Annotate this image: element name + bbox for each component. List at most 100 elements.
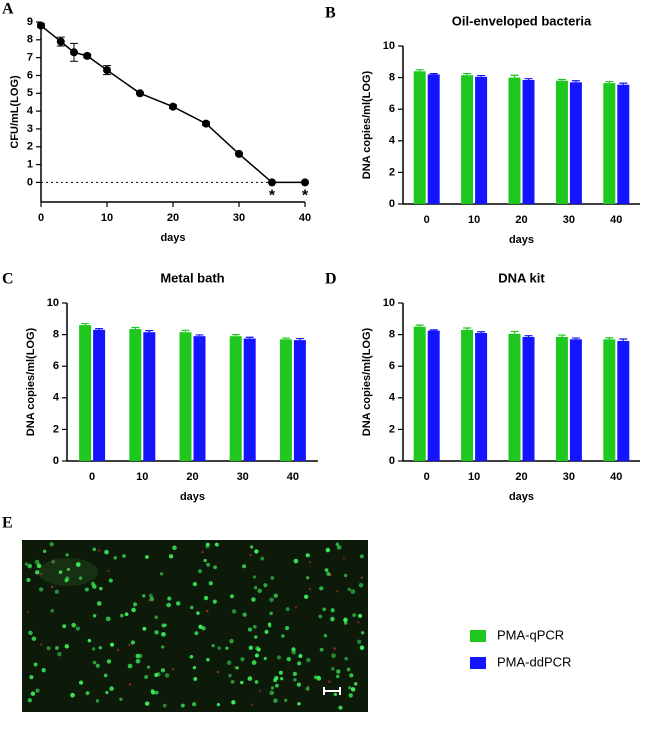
cell xyxy=(359,554,364,559)
cell xyxy=(343,621,348,625)
cell xyxy=(144,674,149,679)
cell xyxy=(279,677,284,681)
error-bar xyxy=(415,69,424,72)
cell xyxy=(263,583,268,588)
y-tick-label: 4 xyxy=(389,392,396,404)
cell xyxy=(358,613,363,618)
cell xyxy=(333,647,336,650)
cell xyxy=(107,569,110,573)
cell xyxy=(29,675,34,680)
bar xyxy=(603,339,616,461)
cell xyxy=(305,553,310,558)
x-tick-label: 10 xyxy=(101,212,113,224)
cell xyxy=(350,589,356,595)
cell xyxy=(256,647,261,652)
y-axis-label: DNA copies/ml(LOG) xyxy=(361,70,373,179)
bar xyxy=(508,333,521,461)
cell xyxy=(308,587,312,591)
cell xyxy=(142,594,146,598)
cell xyxy=(306,576,310,580)
y-tick-label: 6 xyxy=(389,103,395,115)
error-bar xyxy=(571,80,580,83)
y-tick-label: 6 xyxy=(27,69,33,81)
cell xyxy=(346,667,351,672)
x-tick-label: 30 xyxy=(233,212,245,224)
cell xyxy=(35,570,40,575)
cell xyxy=(258,690,262,693)
cell xyxy=(130,640,135,645)
cell xyxy=(146,665,151,669)
cell xyxy=(297,702,301,706)
annotation: * xyxy=(302,188,309,205)
bar xyxy=(475,333,488,461)
cell xyxy=(303,594,309,599)
cell xyxy=(40,643,43,646)
cell xyxy=(35,688,40,693)
cell xyxy=(175,601,181,606)
cell xyxy=(201,626,206,631)
y-axis-label: DNA copies/ml(LOG) xyxy=(25,327,37,436)
error-bar xyxy=(181,329,190,333)
cell xyxy=(84,587,89,592)
cell xyxy=(350,687,356,692)
cell xyxy=(269,690,275,696)
y-tick-label: 6 xyxy=(53,360,59,372)
cell xyxy=(343,617,348,623)
bar xyxy=(143,332,156,461)
cell xyxy=(26,610,30,614)
cell xyxy=(353,682,358,686)
cell xyxy=(242,564,247,569)
cell xyxy=(78,680,84,685)
x-tick-label: 20 xyxy=(186,471,198,483)
cell xyxy=(336,674,340,679)
bar xyxy=(413,326,426,461)
cell xyxy=(92,584,97,589)
cell xyxy=(92,547,96,552)
cell xyxy=(274,675,279,681)
data-point xyxy=(37,21,45,30)
cell xyxy=(57,651,62,657)
cell xyxy=(95,699,100,703)
cell xyxy=(172,545,177,550)
y-tick-label: 3 xyxy=(27,123,33,135)
data-point xyxy=(70,48,78,57)
cell xyxy=(286,657,291,662)
cell xyxy=(257,588,262,593)
y-tick-label: 4 xyxy=(53,392,60,404)
bar xyxy=(569,339,582,461)
x-tick-label: 40 xyxy=(610,214,622,226)
cell xyxy=(325,547,331,553)
cell xyxy=(97,549,101,552)
cell xyxy=(242,612,247,617)
error-bar xyxy=(81,322,90,326)
cell xyxy=(161,645,165,649)
cell xyxy=(306,657,311,663)
cell xyxy=(148,599,151,602)
cell xyxy=(248,645,253,650)
error-bar xyxy=(463,73,472,76)
x-tick-label: 40 xyxy=(610,471,622,483)
x-tick-label: 0 xyxy=(424,471,430,483)
cell xyxy=(190,605,194,610)
cell xyxy=(213,565,217,570)
bar xyxy=(555,336,568,461)
error-bar xyxy=(281,337,290,340)
cell xyxy=(171,668,175,671)
cell xyxy=(162,703,167,708)
cell xyxy=(254,680,259,684)
cell xyxy=(324,568,329,573)
chart-title: DNA kit xyxy=(498,270,545,285)
cell xyxy=(269,597,274,603)
bar xyxy=(93,329,106,461)
cell xyxy=(167,596,172,601)
cell xyxy=(250,703,253,707)
cell xyxy=(87,638,92,643)
data-point xyxy=(56,37,65,46)
bar xyxy=(461,329,474,461)
cell xyxy=(216,703,221,707)
cell xyxy=(206,562,211,567)
cell xyxy=(323,633,328,638)
cell xyxy=(166,602,171,608)
cell xyxy=(99,586,103,591)
y-tick-label: 5 xyxy=(27,87,33,99)
